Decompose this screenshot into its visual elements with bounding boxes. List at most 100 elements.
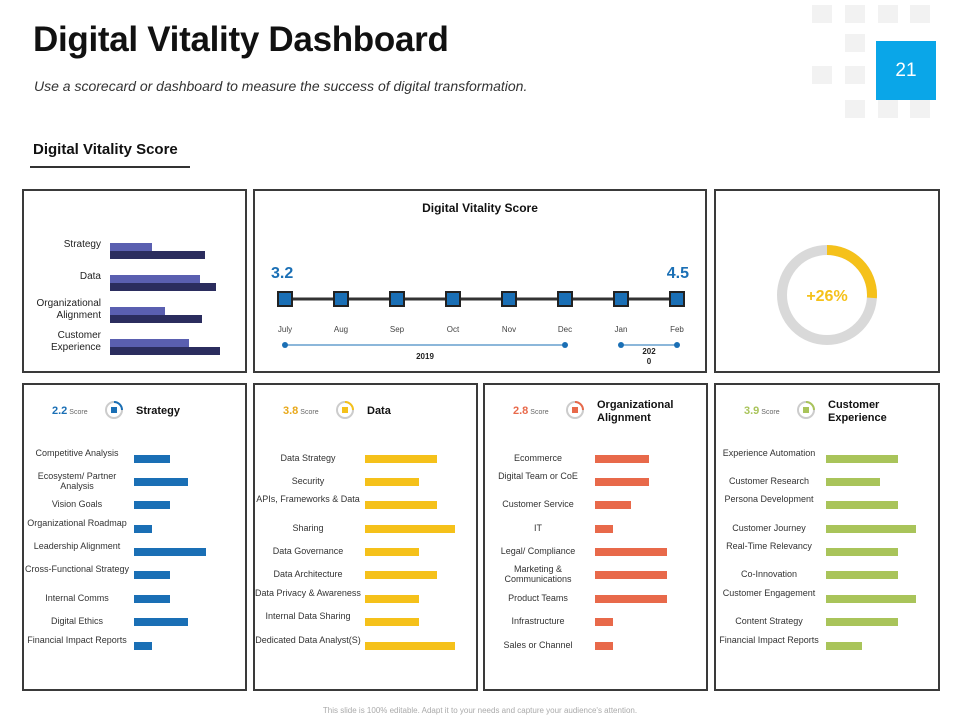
period-label: 202 0 (642, 347, 656, 366)
overview-category-label: Data (79, 271, 101, 282)
donut-panel: +26% (714, 189, 940, 373)
timeline-marker (557, 291, 573, 307)
card-item-label: Data Governance (272, 546, 344, 556)
card-item-label: Real-Time Relevancy (726, 541, 812, 551)
card-item-label: Product Teams (508, 593, 568, 603)
strategy-card: 2.2 Score Strategy Competitive Analysis Ecos… (22, 383, 247, 691)
card-item-label: Ecosystem/ Partner Analysis (37, 471, 117, 491)
card-item-bar (595, 595, 667, 603)
timeline-month-label: Aug (334, 325, 348, 334)
card-item-label: Competitive Analysis (35, 448, 119, 458)
card-item-label: Dedicated Data Analyst(S) (255, 635, 361, 645)
card-category-icon (565, 400, 585, 420)
card-item-bar (595, 642, 613, 650)
decor-square (812, 66, 832, 84)
footer-note: This slide is 100% editable. Adapt it to… (322, 706, 638, 715)
card-item-label: Legal/ Compliance (500, 546, 576, 556)
card-item-label: Customer Engagement (722, 588, 816, 598)
overview-bar-current (110, 251, 205, 259)
card-item-label: Persona Development (724, 494, 814, 504)
overview-category-label: Organizational Alignment (36, 298, 101, 321)
card-item-bar (365, 618, 419, 626)
timeline-month-label: Sep (390, 325, 405, 334)
card-item-label: Financial Impact Reports (719, 635, 819, 645)
org-alignment-card: 2.8 Score Organizational Alignment Ecommerc… (483, 383, 708, 691)
card-score-word: Score (761, 409, 780, 416)
timeline-month-label: Dec (558, 325, 572, 334)
card-item-label: Experience Automation (722, 448, 816, 458)
card-item-label: Data Architecture (273, 569, 343, 579)
card-item-bar (826, 525, 916, 533)
card-item-bar (595, 618, 613, 626)
donut-value-arc (777, 245, 877, 345)
timeline-marker (389, 291, 405, 307)
card-item-label: Ecommerce (513, 453, 562, 463)
card-item-bar (365, 501, 437, 509)
overview-bar-current (110, 283, 216, 291)
card-item-bar (826, 455, 898, 463)
card-item-label: Sharing (292, 523, 324, 533)
card-item-bar (134, 571, 170, 579)
section-label: Digital Vitality Score (33, 141, 178, 158)
card-item-bar (134, 618, 188, 626)
card-category-icon (796, 400, 816, 420)
card-item-label: Marketing & Communications (504, 564, 572, 584)
card-item-label: IT (534, 523, 542, 533)
card-score-word: Score (69, 409, 88, 416)
overview-bar-current (110, 347, 220, 355)
data-card: 3.8 Score Data Data Strategy Security APIs, F… (253, 383, 478, 691)
donut-chart: +26% (777, 245, 877, 345)
overview-bar-current (110, 315, 203, 323)
decor-square (878, 5, 898, 23)
period-endpoint (674, 342, 680, 348)
timeline-marker (669, 291, 685, 307)
card-title: Data (367, 405, 391, 417)
card-item-bar (595, 478, 649, 486)
card-item-bar (826, 571, 898, 579)
card-item-bar (134, 455, 170, 463)
overview-bar-previous (110, 243, 152, 251)
card-item-label: Sales or Channel (503, 640, 573, 650)
card-item-bar (365, 478, 419, 486)
card-title: Customer Experience (828, 399, 887, 424)
card-item-bar (595, 548, 667, 556)
card-item-bar (826, 501, 898, 509)
card-item-bar (595, 571, 667, 579)
section-underline (30, 166, 190, 168)
card-item-label: Content Strategy (735, 616, 803, 626)
card-item-label: Security (291, 476, 325, 486)
timeline-title: Digital Vitality Score (422, 201, 538, 215)
card-item-bar (826, 595, 916, 603)
timeline-marker (333, 291, 349, 307)
card-item-bar (365, 595, 419, 603)
card-item-bar (595, 501, 631, 509)
card-item-label: APIs, Frameworks & Data (256, 494, 360, 504)
card-item-label: Digital Team or CoE (498, 471, 578, 481)
timeline-end-value: 4.5 (667, 265, 689, 282)
card-score-word: Score (300, 409, 319, 416)
card-item-bar (134, 595, 170, 603)
card-item-bar (365, 548, 419, 556)
period-endpoint (562, 342, 568, 348)
card-item-label: Infrastructure (511, 616, 565, 626)
timeline-month-label: Jan (615, 325, 628, 334)
card-item-bar (134, 525, 152, 533)
timeline-panel: Digital Vitality Score 3.2 4.5 July Aug Sep Oc… (253, 189, 707, 373)
card-title: Strategy (136, 405, 181, 417)
card-title: Organizational Alignment (597, 399, 674, 424)
timeline-month-label: Nov (502, 325, 516, 334)
timeline-chart: Digital Vitality Score 3.2 4.5 July Aug Sep Oc… (271, 201, 689, 366)
card-item-label: Financial Impact Reports (27, 635, 127, 645)
card-item-bar (365, 525, 455, 533)
timeline-marker (613, 291, 629, 307)
card-item-label: Vision Goals (51, 499, 103, 509)
card-item-label: Cross-Functional Strategy (24, 564, 130, 574)
decor-square (812, 5, 832, 23)
overview-bar-previous (110, 307, 165, 315)
period-endpoint (282, 342, 288, 348)
card-item-label: Organizational Roadmap (27, 518, 127, 528)
overview-category-label: Customer Experience (50, 330, 101, 353)
card-item-bar (826, 478, 880, 486)
page-subtitle: Use a scorecard or dashboard to measure … (34, 78, 528, 94)
card-score: 3.9 Score (744, 405, 780, 417)
